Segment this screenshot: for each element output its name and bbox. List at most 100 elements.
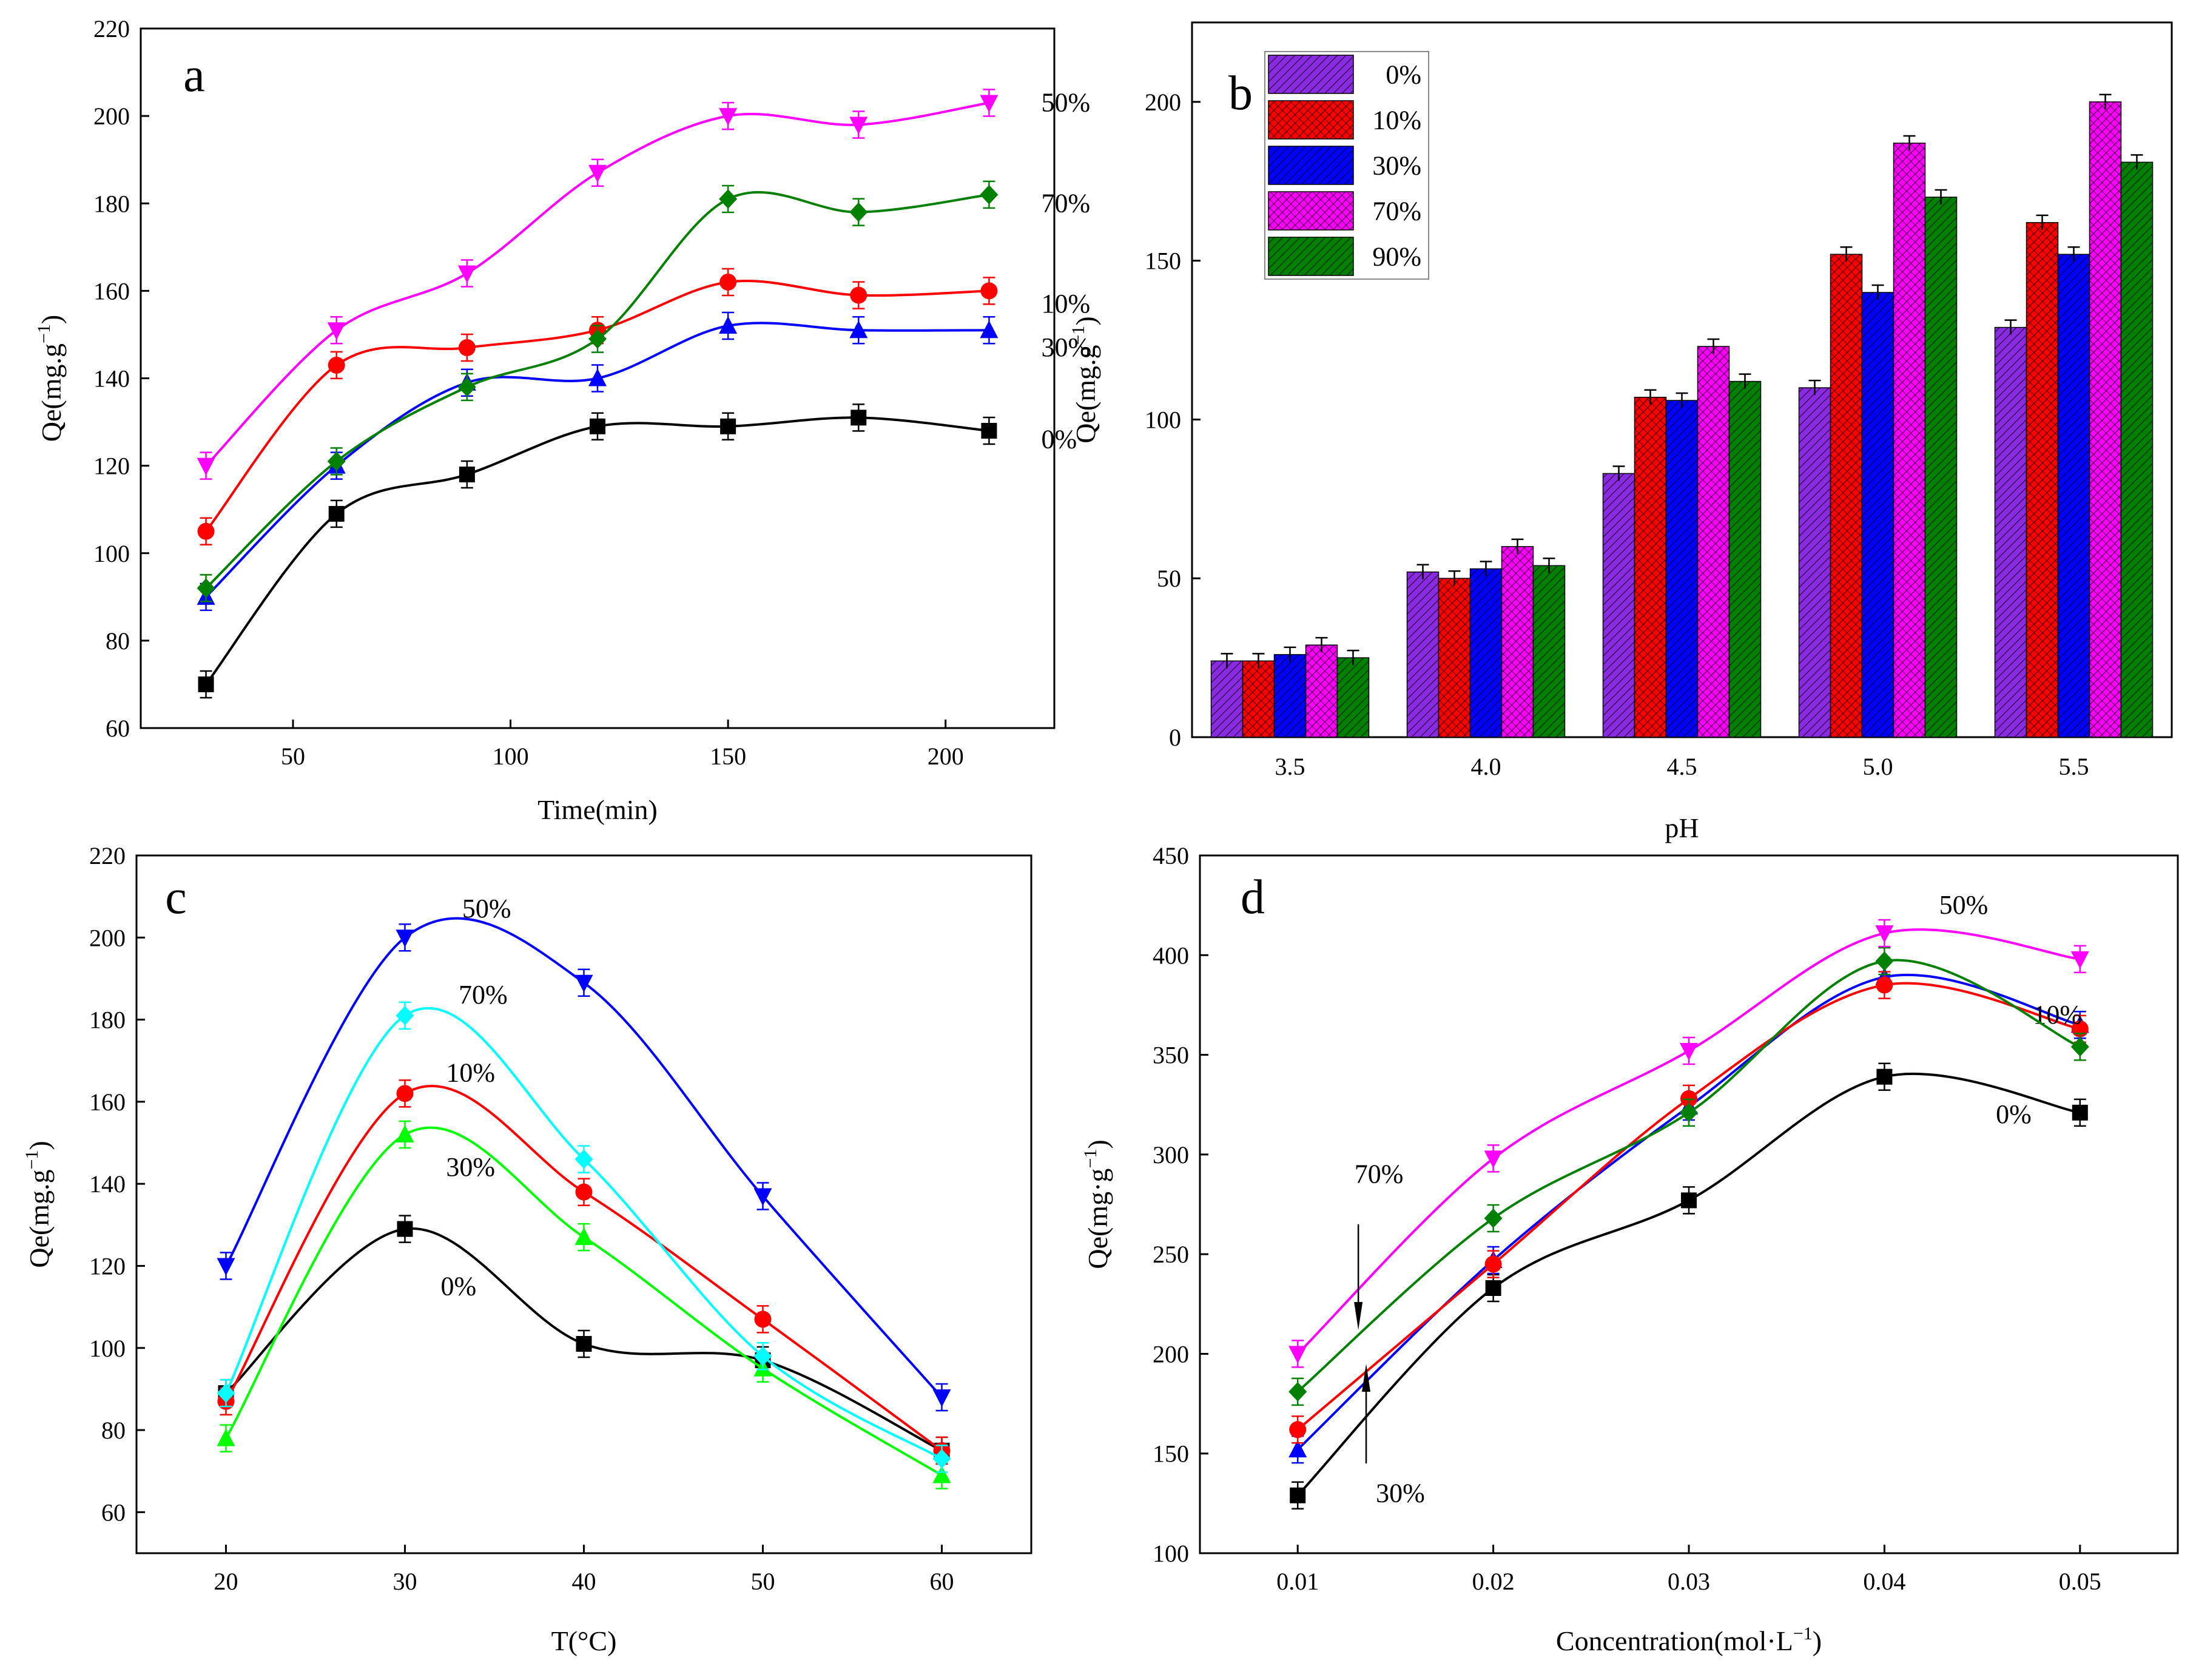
x-axis-label: Concentration(mol·L−1) <box>1556 1624 1822 1656</box>
x-tick-label: 4.5 <box>1667 753 1697 780</box>
data-point <box>850 286 867 304</box>
series-label: 10% <box>1041 289 1090 319</box>
x-tick-label: 0.03 <box>1668 1568 1710 1595</box>
x-tick-label: 40 <box>572 1568 596 1595</box>
data-point <box>932 1389 951 1407</box>
data-point <box>197 578 215 598</box>
data-point <box>754 1311 772 1328</box>
data-point <box>849 202 868 222</box>
legend-entry: 70% <box>1372 197 1421 226</box>
y-axis-label-sup: −1 <box>22 1150 42 1170</box>
x-tick-label: 150 <box>710 743 746 770</box>
bar <box>1438 578 1471 738</box>
data-point <box>217 1428 235 1446</box>
series-label: 10% <box>446 1058 495 1088</box>
data-point <box>588 164 607 183</box>
series-line <box>205 101 989 467</box>
data-point <box>328 356 345 374</box>
y-axis-label-main: Qe(mg.g <box>1070 345 1101 444</box>
y-axis-label-sup: −1 <box>1080 1149 1100 1169</box>
data-point <box>397 1221 413 1237</box>
data-point <box>1680 1102 1698 1122</box>
data-point <box>719 316 738 334</box>
data-point <box>328 505 345 522</box>
data-point <box>574 1149 593 1169</box>
x-tick-label: 5.0 <box>1863 753 1893 780</box>
series-label: 0% <box>1996 1099 2032 1129</box>
bar <box>1994 326 2027 738</box>
series-30pct: 30% <box>217 1120 951 1489</box>
series-label: 30% <box>1041 332 1090 362</box>
series-line <box>1296 928 2081 1355</box>
x-tick-label: 0.02 <box>1472 1568 1515 1595</box>
y-tick-label: 120 <box>93 453 130 480</box>
bar <box>1305 644 1338 738</box>
series-label: 0% <box>441 1271 477 1301</box>
series-line <box>224 1084 943 1452</box>
legend-swatch <box>1268 191 1354 231</box>
y-tick-label: 300 <box>1153 1141 1189 1169</box>
data-point <box>197 457 215 476</box>
data-point <box>1484 1150 1503 1169</box>
y-axis-label-tail: ) <box>1070 316 1101 325</box>
x-tick-label: 20 <box>214 1568 238 1595</box>
y-axis-label-tail: ) <box>36 315 67 324</box>
y-axis-label-main: Qe(mg.g <box>24 1170 55 1268</box>
bar <box>1532 565 1566 738</box>
panel-label: b <box>1228 67 1253 120</box>
data-point <box>575 1183 593 1201</box>
bar <box>1406 572 1440 738</box>
y-tick-label: 140 <box>93 365 130 393</box>
data-point <box>574 974 593 993</box>
series-70pct: 70% <box>197 180 1090 602</box>
data-point <box>719 108 738 126</box>
y-tick-label: 120 <box>89 1252 126 1280</box>
y-tick-label: 350 <box>1153 1042 1189 1069</box>
x-axis-label: T(°C) <box>551 1625 617 1656</box>
series-0pct: 0% <box>1290 1062 2088 1510</box>
x-tick-label: 200 <box>928 743 964 770</box>
y-tick-label: 200 <box>1153 1340 1189 1368</box>
data-point <box>396 1085 414 1102</box>
x-tick-label: 3.5 <box>1275 753 1305 780</box>
bar <box>1501 546 1534 738</box>
y-tick-label: 50 <box>1157 565 1181 592</box>
y-tick-label: 180 <box>93 190 130 217</box>
legend-entry: 10% <box>1372 106 1421 135</box>
bar <box>1830 254 1863 738</box>
y-axis-label-sup: −1 <box>1068 326 1088 345</box>
bar <box>1210 660 1244 738</box>
y-tick-label: 0 <box>1169 724 1181 751</box>
x-tick-label: 60 <box>930 1568 954 1595</box>
x-tick-label: 50 <box>281 743 305 770</box>
x-tick-label: 0.01 <box>1276 1568 1319 1595</box>
data-point <box>850 410 867 426</box>
bar <box>1798 387 1831 738</box>
data-point <box>1288 1440 1307 1458</box>
series-line <box>204 416 989 686</box>
series-line <box>1296 959 2081 1393</box>
y-tick-label: 80 <box>101 1417 126 1444</box>
data-point <box>720 418 736 434</box>
bar <box>1634 397 1667 738</box>
y-tick-label: 400 <box>1153 942 1189 969</box>
legend-swatch <box>1268 237 1354 276</box>
series-label: 30% <box>1376 1478 1425 1508</box>
data-point <box>327 322 346 340</box>
bar <box>1602 473 1635 738</box>
series-10pct: 10% <box>197 268 1090 545</box>
x-axis-label: Time(min) <box>537 794 658 825</box>
y-axis-label-tail: ) <box>24 1141 55 1150</box>
series-line <box>224 1126 943 1477</box>
series-label: 70% <box>1355 1159 1404 1189</box>
legend-swatch <box>1268 55 1354 94</box>
data-point <box>753 1188 772 1206</box>
panel-c-line-chart: c Qe(mg.g−1) T(°C) 60 80 100 120 140 160 180 200 22… <box>22 842 1032 1656</box>
data-point <box>327 451 346 471</box>
series-label: 70% <box>1041 188 1090 218</box>
bar <box>2120 161 2154 738</box>
x-axis-label-sup: −1 <box>1793 1624 1813 1644</box>
data-point <box>1485 1280 1501 1296</box>
series-70pct: 70% <box>1288 946 2089 1406</box>
